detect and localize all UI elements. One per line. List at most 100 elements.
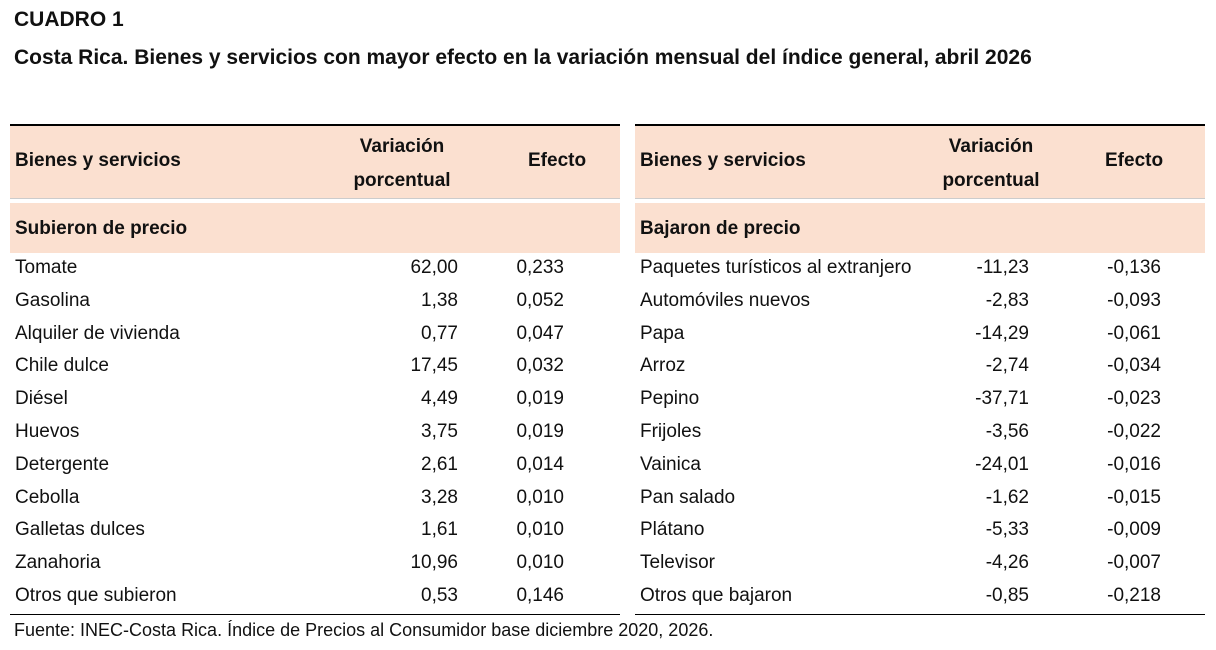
variation-value: 0,53 — [421, 584, 458, 606]
table-row: Otros que bajaron -0,85 -0,218 — [635, 581, 1205, 614]
item-name: Diésel — [15, 388, 68, 410]
variation-value: -0,85 — [985, 584, 1029, 606]
variation-value: 3,28 — [421, 486, 458, 508]
variation-value: -4,26 — [985, 552, 1029, 574]
table-row: Tomate 62,00 0,233 — [10, 253, 620, 286]
table-row: Chile dulce 17,45 0,032 — [10, 351, 620, 384]
item-name: Detergente — [15, 453, 110, 475]
section-title: Subieron de precio — [15, 218, 188, 239]
effect-value: -0,034 — [1107, 355, 1161, 377]
table-row: Vainica -24,01 -0,016 — [635, 450, 1205, 483]
variation-value: 1,38 — [421, 289, 458, 311]
effect-value: -0,218 — [1107, 584, 1161, 606]
variation-value: 10,96 — [410, 552, 458, 574]
effect-value: 0,032 — [516, 355, 564, 377]
variation-value: 3,75 — [421, 420, 458, 442]
variation-value: -2,83 — [985, 289, 1029, 311]
table-row: Paquetes turísticos al extranjero -11,23 -… — [635, 253, 1205, 286]
effect-value: -0,009 — [1107, 519, 1161, 541]
item-name: Frijoles — [640, 420, 702, 442]
item-name: Paquetes turísticos al extranjero — [640, 257, 912, 278]
effect-value: -0,136 — [1107, 257, 1161, 278]
table-row: Automóviles nuevos -2,83 -0,093 — [635, 286, 1205, 319]
effect-value: 0,014 — [516, 453, 564, 475]
header-variation: Variación porcentual — [353, 136, 451, 191]
item-name: Zanahoria — [15, 552, 101, 574]
header-effect: Efecto — [1105, 150, 1164, 171]
effect-value: -0,007 — [1107, 552, 1161, 574]
variation-value: -5,33 — [985, 519, 1029, 541]
item-name: Otros que subieron — [15, 584, 177, 606]
variation-value: -3,56 — [985, 420, 1029, 442]
table-header: Bienes y servicios Variación porcentual … — [10, 126, 620, 199]
effect-value: 0,010 — [516, 519, 564, 541]
item-name: Vainica — [640, 453, 701, 475]
table-row: Gasolina 1,38 0,052 — [10, 286, 620, 319]
table-row: Plátano -5,33 -0,009 — [635, 515, 1205, 548]
item-name: Tomate — [15, 257, 78, 278]
table-row: Zanahoria 10,96 0,010 — [10, 548, 620, 581]
item-name: Chile dulce — [15, 355, 109, 377]
item-name: Alquiler de vivienda — [15, 322, 180, 344]
header-effect: Efecto — [528, 150, 587, 171]
effect-value: 0,010 — [516, 486, 564, 508]
table-header: Bienes y servicios Variación porcentual … — [635, 126, 1205, 199]
effect-value: 0,233 — [516, 257, 564, 278]
header-items: Bienes y servicios — [640, 150, 806, 171]
table-number: CUADRO 1 — [14, 8, 124, 31]
effect-value: 0,052 — [516, 289, 564, 311]
effect-value: 0,146 — [516, 584, 564, 606]
effect-value: 0,047 — [516, 322, 564, 344]
table-row: Televisor -4,26 -0,007 — [635, 548, 1205, 581]
table-row: Diésel 4,49 0,019 — [10, 384, 620, 417]
effect-value: -0,016 — [1107, 453, 1161, 475]
table-row: Galletas dulces 1,61 0,010 — [10, 515, 620, 548]
variation-value: 17,45 — [410, 355, 458, 377]
item-name: Galletas dulces — [15, 519, 145, 541]
variation-value: 1,61 — [421, 519, 458, 541]
table-row: Papa -14,29 -0,061 — [635, 319, 1205, 352]
effect-value: 0,010 — [516, 552, 564, 574]
variation-value: -37,71 — [975, 388, 1029, 410]
variation-value: -24,01 — [975, 453, 1029, 475]
table-row: Pepino -37,71 -0,023 — [635, 384, 1205, 417]
variation-value: -2,74 — [985, 355, 1029, 377]
effect-value: 0,019 — [516, 388, 564, 410]
table-row: Pan salado -1,62 -0,015 — [635, 483, 1205, 516]
section-title: Bajaron de precio — [640, 218, 801, 239]
effect-value: -0,093 — [1107, 289, 1161, 311]
table-row: Detergente 2,61 0,014 — [10, 450, 620, 483]
source-note: Fuente: INEC-Costa Rica. Índice de Preci… — [14, 620, 714, 640]
item-name: Otros que bajaron — [640, 584, 793, 606]
item-name: Pan salado — [640, 486, 736, 508]
item-name: Pepino — [640, 388, 700, 410]
table-row: Otros que subieron 0,53 0,146 — [10, 581, 620, 614]
table-row: Frijoles -3,56 -0,022 — [635, 417, 1205, 450]
table-row: Huevos 3,75 0,019 — [10, 417, 620, 450]
item-name: Arroz — [640, 355, 686, 377]
table-row: Cebolla 3,28 0,010 — [10, 483, 620, 516]
item-name: Huevos — [15, 420, 80, 442]
variation-value: -1,62 — [985, 486, 1029, 508]
item-name: Plátano — [640, 519, 705, 541]
table-body: Paquetes turísticos al extranjero -11,23 -… — [635, 253, 1205, 615]
effect-value: 0,019 — [516, 420, 564, 442]
item-name: Cebolla — [15, 486, 80, 508]
header-items: Bienes y servicios — [15, 150, 181, 171]
effect-value: -0,022 — [1107, 420, 1161, 442]
effect-value: -0,015 — [1107, 486, 1161, 508]
price-decreases-table: Bienes y servicios Variación porcentual … — [635, 124, 1205, 615]
table-row: Alquiler de vivienda 0,77 0,047 — [10, 319, 620, 352]
variation-value: 2,61 — [421, 453, 458, 475]
table-body: Tomate 62,00 0,233 Gasolina 1,38 0,052 Alqui… — [10, 253, 620, 615]
section-header: Subieron de precio — [10, 203, 620, 253]
header-variation: Variación porcentual — [942, 136, 1040, 191]
effect-value: -0,061 — [1107, 322, 1161, 344]
variation-value: 62,00 — [410, 257, 458, 278]
item-name: Papa — [640, 322, 685, 344]
item-name: Televisor — [640, 552, 715, 574]
item-name: Gasolina — [15, 289, 90, 311]
price-increases-table: Bienes y servicios Variación porcentual … — [10, 124, 620, 615]
effect-value: -0,023 — [1107, 388, 1161, 410]
table-row: Arroz -2,74 -0,034 — [635, 351, 1205, 384]
